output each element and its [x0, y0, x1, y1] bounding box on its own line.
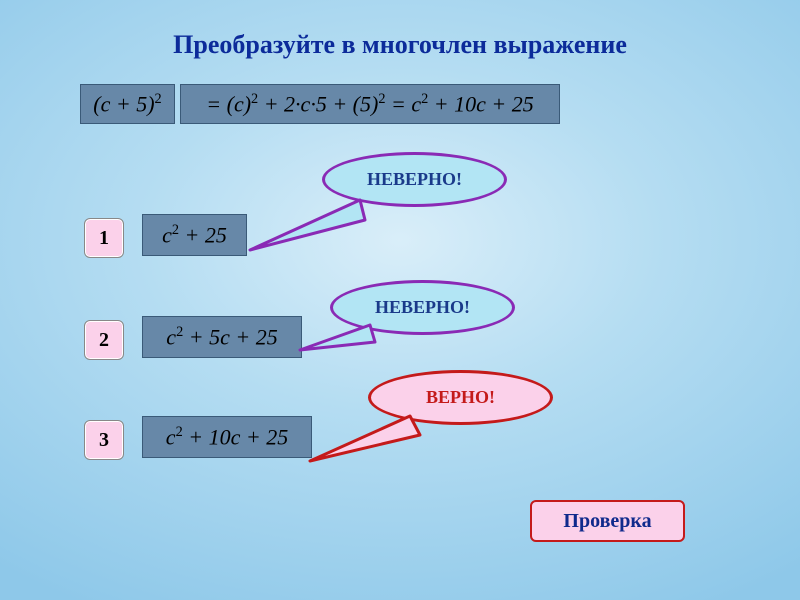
page-title: Преобразуйте в многочлен выражение [0, 30, 800, 60]
callout-wrong-1-label: НЕВЕРНО! [367, 169, 462, 190]
option-button-1[interactable]: 1 [84, 218, 124, 258]
expression-rhs-text: = (c)2 + 2·c·5 + (5)2 = c2 + 10c + 25 [206, 91, 533, 117]
callout-tail-3 [310, 413, 420, 468]
callout-tail-1 [250, 195, 370, 260]
option-formula-3-text: c2 + 10c + 25 [166, 424, 288, 450]
option-formula-2-text: c2 + 5c + 25 [166, 324, 277, 350]
callout-wrong-2-label: НЕВЕРНО! [375, 297, 470, 318]
expression-rhs: = (c)2 + 2·c·5 + (5)2 = c2 + 10c + 25 [180, 84, 560, 124]
option-formula-1-text: c2 + 25 [162, 222, 227, 248]
callout-right-label: ВЕРНО! [426, 387, 495, 408]
callout-tail-2 [300, 320, 380, 360]
option-formula-1: c2 + 25 [142, 214, 247, 256]
expression-lhs: (c + 5)2 [80, 84, 175, 124]
option-formula-3: c2 + 10c + 25 [142, 416, 312, 458]
check-button[interactable]: Проверка [530, 500, 685, 542]
expression-lhs-text: (c + 5)2 [93, 91, 161, 117]
option-button-2[interactable]: 2 [84, 320, 124, 360]
option-button-3[interactable]: 3 [84, 420, 124, 460]
option-formula-2: c2 + 5c + 25 [142, 316, 302, 358]
